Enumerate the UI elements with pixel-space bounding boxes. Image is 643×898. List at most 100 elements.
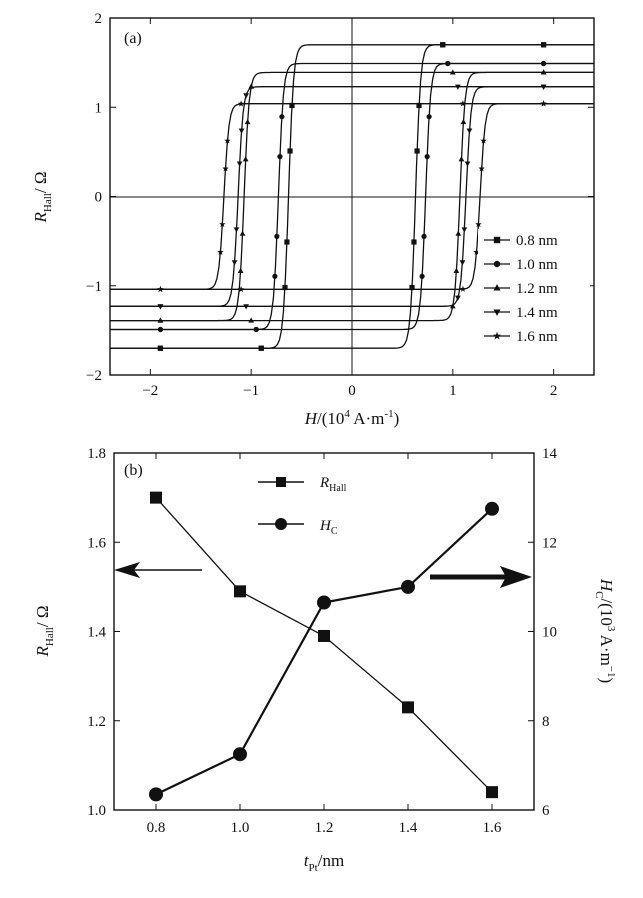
panel-b-data-point-2 (401, 579, 415, 594)
panel-b-thickness-chart: (b) 0.8 1.0 1.2 1.4 1.6 1.0 1.2 1.4 1.6 1.8 6 8 10… (33, 446, 617, 874)
panel-b-data-point-1 (234, 585, 246, 598)
legend-item-1: 0.8 nm (484, 233, 558, 249)
panel-b-left-y-ticks: 1.0 1.2 1.4 1.6 1.8 (87, 446, 120, 819)
panel-b-data-point-1 (318, 629, 330, 642)
series-marker-4 (540, 84, 547, 90)
panel-a-x-tick-label: 1 (449, 383, 457, 399)
series-marker-4 (464, 161, 471, 167)
panel-a-y-tick-label: 1 (95, 100, 103, 116)
series-marker-4 (238, 128, 245, 134)
series-marker-1 (411, 239, 417, 245)
series-marker-2 (424, 154, 430, 160)
svg-text:RHall: RHall (319, 475, 347, 494)
series-marker-5 (475, 221, 482, 228)
panel-a-x-ticks: −2 −1 0 1 2 (142, 18, 557, 399)
series-curve-descending-4 (110, 86, 594, 307)
panel-b-x-axis-label: tPt/nm (304, 851, 344, 874)
panel-a-x-tick-label: 2 (550, 383, 558, 399)
legend-marker-5 (493, 331, 501, 340)
series-curve-descending-1 (110, 44, 594, 349)
series-marker-5 (219, 221, 226, 228)
series-marker-3 (248, 317, 255, 323)
series-marker-5 (540, 100, 547, 107)
series-marker-5 (473, 248, 480, 255)
series-marker-1 (414, 148, 420, 154)
panel-b-left-y-tick-label: 1.6 (87, 535, 106, 551)
panel-a-x-tick-label: −2 (142, 383, 158, 399)
panel-b-right-y-tick-label: 6 (542, 803, 550, 819)
panel-b-series-line-2 (155, 507, 493, 796)
panel-a-x-tick-label: −1 (243, 383, 259, 399)
legend-label: 1.6 nm (516, 329, 558, 345)
panel-a-label: (a) (124, 30, 142, 47)
panel-b-label: (b) (124, 462, 143, 479)
series-marker-1 (540, 42, 547, 48)
legend-marker-3 (493, 284, 501, 291)
legend-marker-4 (493, 309, 501, 316)
series-marker-3 (453, 267, 460, 274)
series-marker-2 (253, 326, 259, 333)
legend-item-r-hall: RHall (258, 475, 347, 494)
series-marker-3 (540, 69, 547, 75)
series-marker-3 (248, 83, 255, 89)
legend-label: 1.4 nm (516, 305, 558, 321)
series-marker-1 (416, 102, 422, 109)
legend-item-hc: HC (258, 518, 338, 537)
series-marker-3 (242, 156, 249, 162)
panel-b-data-point-2 (485, 501, 499, 516)
panel-b-data-point-1 (150, 491, 162, 504)
panel-b-left-y-tick-label: 1.8 (87, 446, 106, 462)
legend-label: 0.8 nm (516, 233, 558, 249)
series-marker-4 (455, 84, 461, 90)
series-marker-4 (466, 128, 473, 134)
series-marker-4 (459, 260, 466, 266)
legend-label: 1.0 nm (516, 257, 558, 273)
panel-a-y-tick-label: −2 (86, 368, 102, 384)
panel-a-x-tick-label: 0 (348, 383, 356, 399)
left-axis-arrow (114, 562, 202, 578)
series-marker-3 (460, 118, 467, 125)
panel-b-right-y-ticks: 6 8 10 12 14 (528, 446, 558, 819)
series-curve-descending-3 (110, 71, 594, 322)
panel-a-y-tick-label: 2 (95, 11, 103, 27)
panel-b-x-tick-label: 1.4 (399, 820, 418, 836)
panel-a-series-curves (110, 44, 594, 349)
series-marker-1 (440, 42, 446, 48)
series-marker-5 (222, 165, 229, 172)
panel-b-legend: RHall HC (258, 475, 347, 537)
panel-b-series (149, 491, 499, 802)
series-marker-1 (157, 345, 164, 351)
series-curve-descending-5 (110, 103, 594, 290)
series-marker-1 (258, 345, 264, 351)
series-marker-2 (419, 273, 425, 279)
series-marker-2 (274, 233, 280, 239)
svg-text:HC: HC (319, 518, 338, 537)
series-marker-4 (243, 93, 249, 99)
series-marker-3 (244, 118, 251, 125)
panel-b-left-y-axis-label: RHall/ Ω (33, 606, 56, 658)
panel-a-y-tick-label: 0 (95, 190, 103, 206)
series-curve-descending-2 (110, 62, 594, 331)
panel-b-right-y-axis-label: HC/(103 A·m−1) (593, 578, 617, 683)
series-marker-4 (243, 304, 249, 310)
panel-b-x-tick-label: 1.2 (315, 820, 334, 836)
right-axis-arrow (430, 566, 532, 588)
series-marker-5 (237, 100, 245, 107)
legend-marker-2 (493, 260, 501, 268)
series-marker-5 (224, 137, 231, 144)
series-marker-3 (239, 230, 246, 236)
panel-b-data-point-1 (486, 786, 498, 799)
panel-b-x-tick-label: 1.6 (483, 820, 502, 836)
series-marker-1 (287, 148, 293, 154)
series-marker-4 (233, 227, 240, 233)
series-marker-2 (445, 60, 451, 67)
series-marker-5 (217, 248, 224, 255)
series-marker-5 (459, 285, 467, 292)
series-marker-2 (279, 114, 285, 120)
panel-a-x-axis-label: H/(104 A·m-1) (304, 408, 400, 428)
panel-a-hysteresis-chart: (a) −2 −1 0 1 2 −2 −1 0 1 2 H/(104 A·m-1) RHall/… (31, 11, 595, 428)
panel-b-x-ticks: 0.8 1.0 1.2 1.4 1.6 (147, 453, 502, 836)
panel-a-series-markers (157, 42, 547, 351)
legend-label: 1.2 nm (516, 281, 558, 297)
